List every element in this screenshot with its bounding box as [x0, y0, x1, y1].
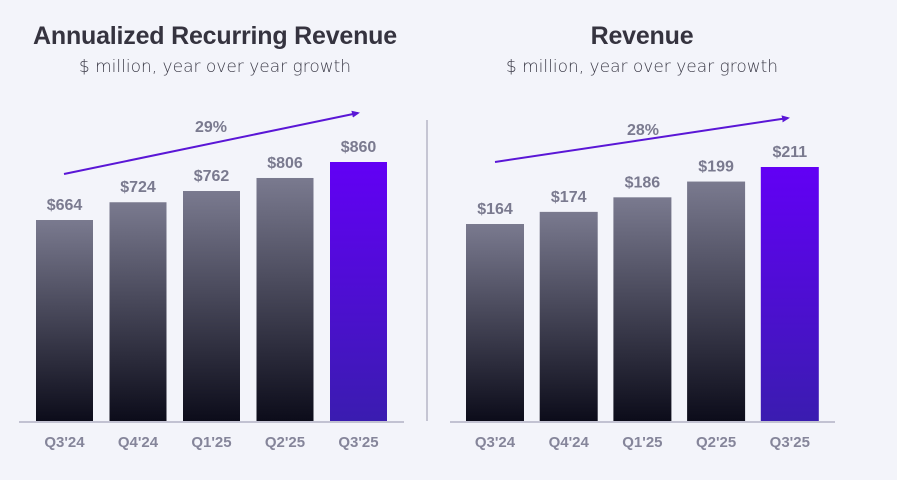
revenue-chart-title: Revenue [590, 22, 694, 50]
revenue-value-label: $211 [772, 144, 807, 161]
revenue-bar [760, 167, 819, 421]
revenue-tick-label: Q2'25 [696, 434, 736, 451]
arr-value-label: $860 [341, 139, 377, 156]
arr-tick-label: Q1'25 [191, 434, 231, 451]
arr-bar [109, 202, 167, 421]
arr-value-label: $724 [120, 179, 156, 196]
revenue-growth-arrow [494, 115, 790, 163]
arr-bar [36, 220, 93, 421]
arr-tick-label: Q4'24 [118, 434, 159, 451]
revenue-tick-label: Q3'25 [770, 434, 810, 451]
revenue-value-label: $174 [551, 189, 587, 206]
revenue-growth-label: 28% [627, 122, 659, 139]
arr-bar [183, 191, 240, 421]
revenue-chart-subtitle: $ million, year over year growth [505, 57, 779, 77]
arr-tick-label: Q2'25 [265, 434, 305, 451]
arr-growth-arrow [63, 110, 360, 175]
arr-growth-label: 29% [195, 119, 227, 136]
arr-value-label: $664 [47, 197, 83, 214]
arr-value-label: $806 [267, 155, 303, 172]
revenue-value-label: $186 [625, 174, 661, 191]
arr-chart-subtitle: $ million, year over year growth [78, 57, 352, 77]
arr-tick-label: Q3'24 [44, 434, 85, 451]
revenue-bar [466, 224, 524, 421]
arr-chart-title: Annualized Recurring Revenue [33, 22, 397, 50]
revenue-tick-label: Q1'25 [622, 434, 662, 451]
revenue-value-label: $199 [698, 159, 734, 176]
arr-bar [330, 162, 387, 421]
revenue-bar [613, 197, 672, 421]
arr-value-label: $762 [194, 168, 230, 185]
revenue-bar [687, 181, 746, 421]
revenue-value-label: $164 [477, 201, 513, 218]
revenue-bar [539, 211, 598, 421]
revenue-tick-label: Q3'24 [475, 434, 516, 451]
arr-bar [256, 177, 314, 421]
arr-tick-label: Q3'25 [338, 434, 378, 451]
revenue-tick-label: Q4'24 [549, 434, 590, 451]
